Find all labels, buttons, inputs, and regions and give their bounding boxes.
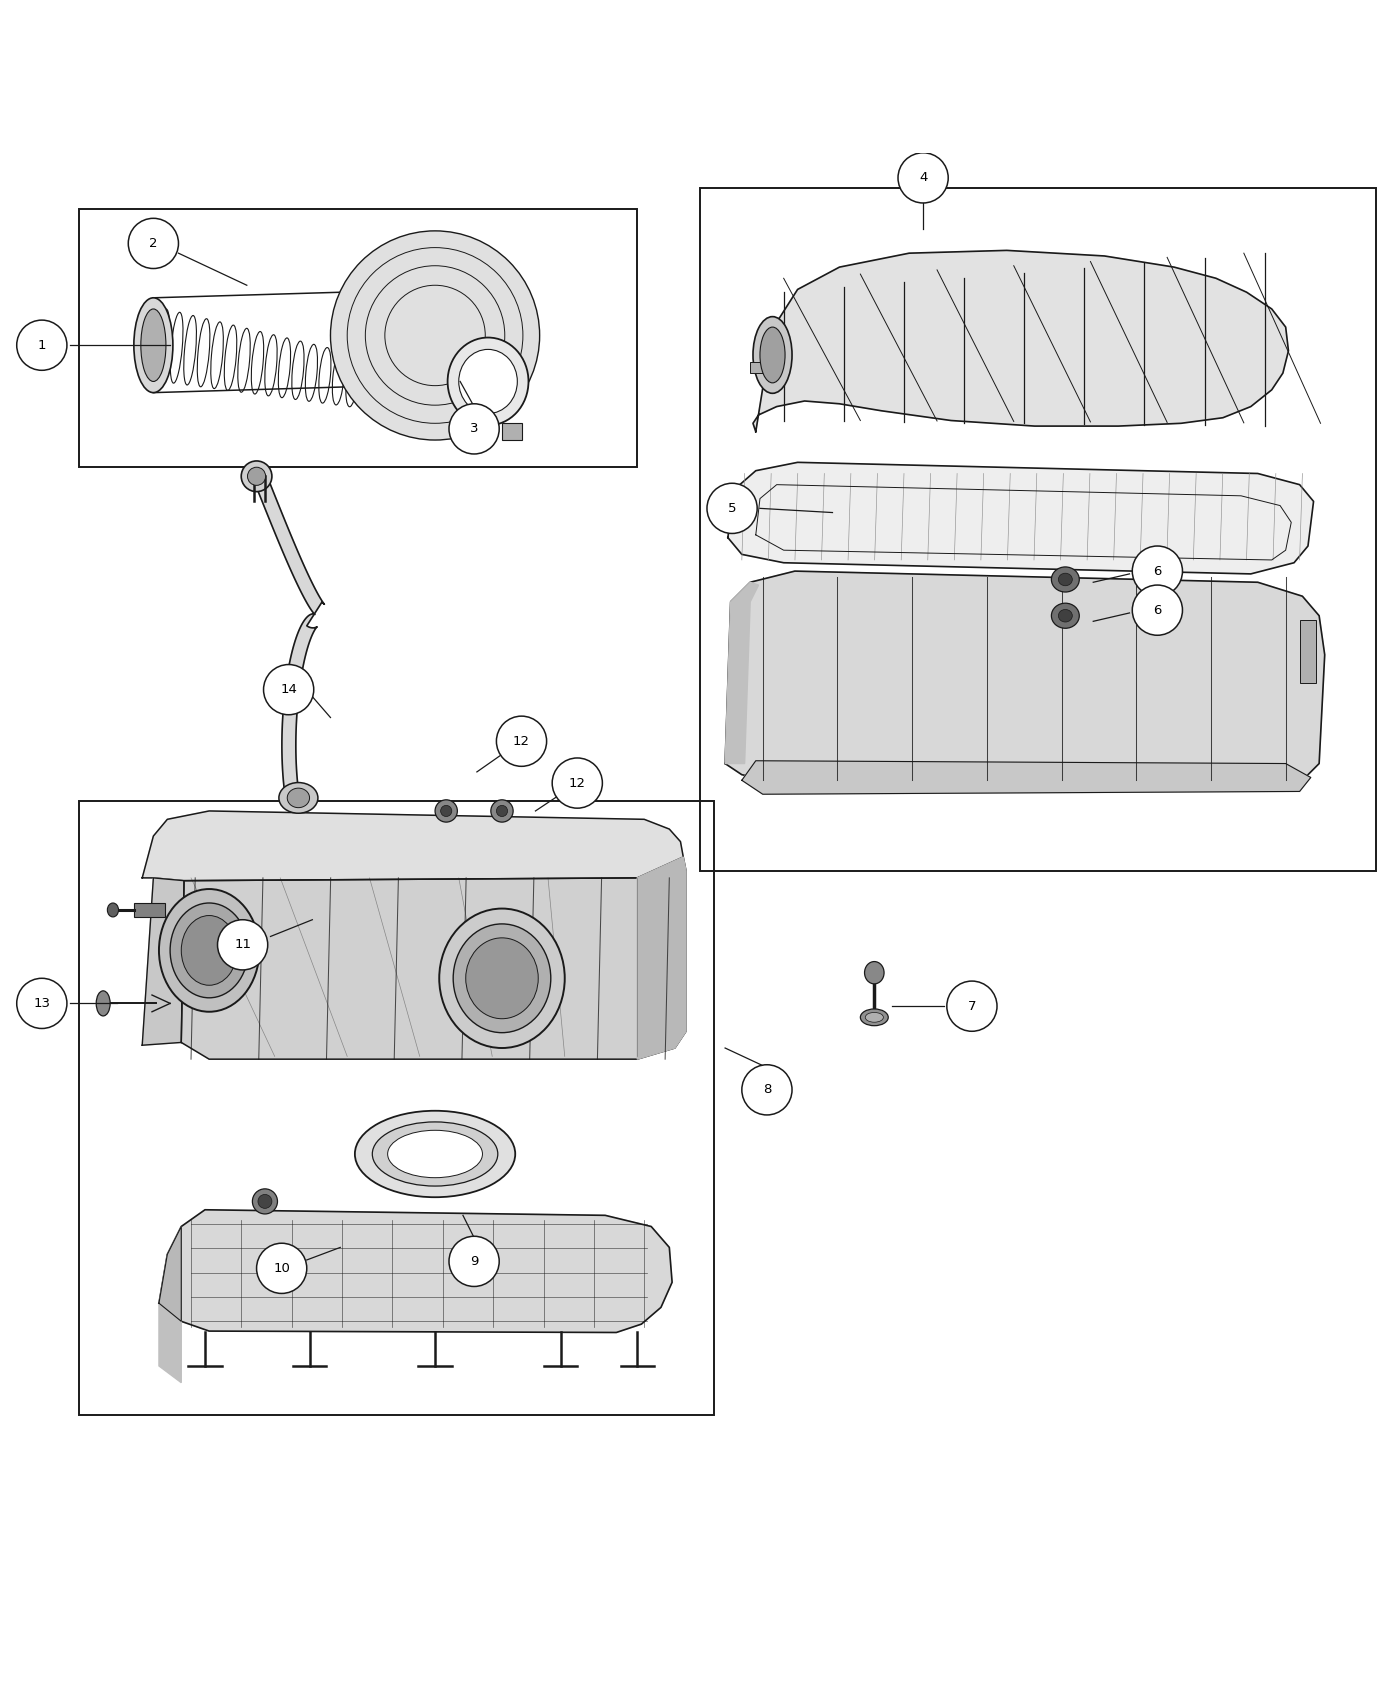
Text: 14: 14 <box>280 683 297 695</box>
Polygon shape <box>725 571 1324 784</box>
Text: 2: 2 <box>150 236 158 250</box>
Ellipse shape <box>497 806 508 816</box>
Text: 12: 12 <box>568 777 585 789</box>
Ellipse shape <box>1058 573 1072 586</box>
Text: 5: 5 <box>728 502 736 515</box>
Text: 6: 6 <box>1154 564 1162 578</box>
Text: 8: 8 <box>763 1083 771 1096</box>
Ellipse shape <box>440 908 564 1047</box>
Text: 3: 3 <box>470 422 479 435</box>
Ellipse shape <box>372 1122 498 1187</box>
Ellipse shape <box>171 903 248 998</box>
Ellipse shape <box>252 1188 277 1214</box>
Bar <box>750 362 764 372</box>
Bar <box>700 187 1376 870</box>
Circle shape <box>129 218 178 269</box>
Bar <box>80 209 637 466</box>
Circle shape <box>707 483 757 534</box>
Circle shape <box>552 758 602 808</box>
Text: 11: 11 <box>234 938 251 952</box>
Polygon shape <box>160 1304 181 1382</box>
Bar <box>1299 620 1316 683</box>
Bar <box>134 903 165 916</box>
Circle shape <box>17 977 67 1028</box>
Text: 10: 10 <box>273 1261 290 1275</box>
Circle shape <box>256 1243 307 1294</box>
Ellipse shape <box>141 309 167 381</box>
Circle shape <box>263 665 314 714</box>
Ellipse shape <box>760 326 785 383</box>
Ellipse shape <box>1051 604 1079 629</box>
Polygon shape <box>160 1210 672 1333</box>
Circle shape <box>217 920 267 971</box>
Text: 6: 6 <box>1154 604 1162 617</box>
Ellipse shape <box>97 991 111 1017</box>
Ellipse shape <box>287 789 309 808</box>
Bar <box>503 423 522 440</box>
Ellipse shape <box>108 903 119 916</box>
Ellipse shape <box>441 806 452 816</box>
Circle shape <box>449 405 500 454</box>
Text: 4: 4 <box>918 172 927 184</box>
Text: 12: 12 <box>512 734 531 748</box>
Ellipse shape <box>865 962 883 984</box>
Circle shape <box>1133 585 1183 636</box>
Ellipse shape <box>160 889 259 1012</box>
Polygon shape <box>256 483 325 790</box>
Text: 7: 7 <box>967 1000 976 1013</box>
Ellipse shape <box>753 316 792 393</box>
Text: 1: 1 <box>38 338 46 352</box>
Ellipse shape <box>279 782 318 813</box>
Circle shape <box>17 320 67 371</box>
Polygon shape <box>725 583 759 763</box>
Ellipse shape <box>134 298 172 393</box>
Ellipse shape <box>388 1130 483 1178</box>
Ellipse shape <box>354 1110 515 1197</box>
Circle shape <box>449 1236 500 1287</box>
Text: 13: 13 <box>34 996 50 1010</box>
Polygon shape <box>143 877 183 1046</box>
Ellipse shape <box>1051 566 1079 592</box>
Polygon shape <box>753 250 1288 432</box>
Circle shape <box>1133 546 1183 597</box>
Ellipse shape <box>258 1195 272 1209</box>
Ellipse shape <box>454 923 550 1032</box>
Ellipse shape <box>181 916 237 986</box>
Polygon shape <box>742 762 1310 794</box>
Ellipse shape <box>865 1013 883 1022</box>
Polygon shape <box>728 462 1313 575</box>
Polygon shape <box>637 857 686 1059</box>
Ellipse shape <box>459 350 518 413</box>
Ellipse shape <box>466 938 538 1018</box>
Ellipse shape <box>861 1010 888 1025</box>
Circle shape <box>742 1064 792 1115</box>
Circle shape <box>330 231 539 440</box>
Ellipse shape <box>491 799 514 823</box>
Text: 9: 9 <box>470 1255 479 1268</box>
Ellipse shape <box>435 799 458 823</box>
Ellipse shape <box>241 461 272 491</box>
Bar <box>80 801 714 1414</box>
Ellipse shape <box>248 468 266 486</box>
Ellipse shape <box>1058 610 1072 622</box>
Circle shape <box>946 981 997 1032</box>
Circle shape <box>497 716 546 767</box>
Polygon shape <box>160 1226 181 1321</box>
Polygon shape <box>181 857 686 1059</box>
Circle shape <box>897 153 948 202</box>
Polygon shape <box>143 811 683 881</box>
Ellipse shape <box>448 338 528 425</box>
